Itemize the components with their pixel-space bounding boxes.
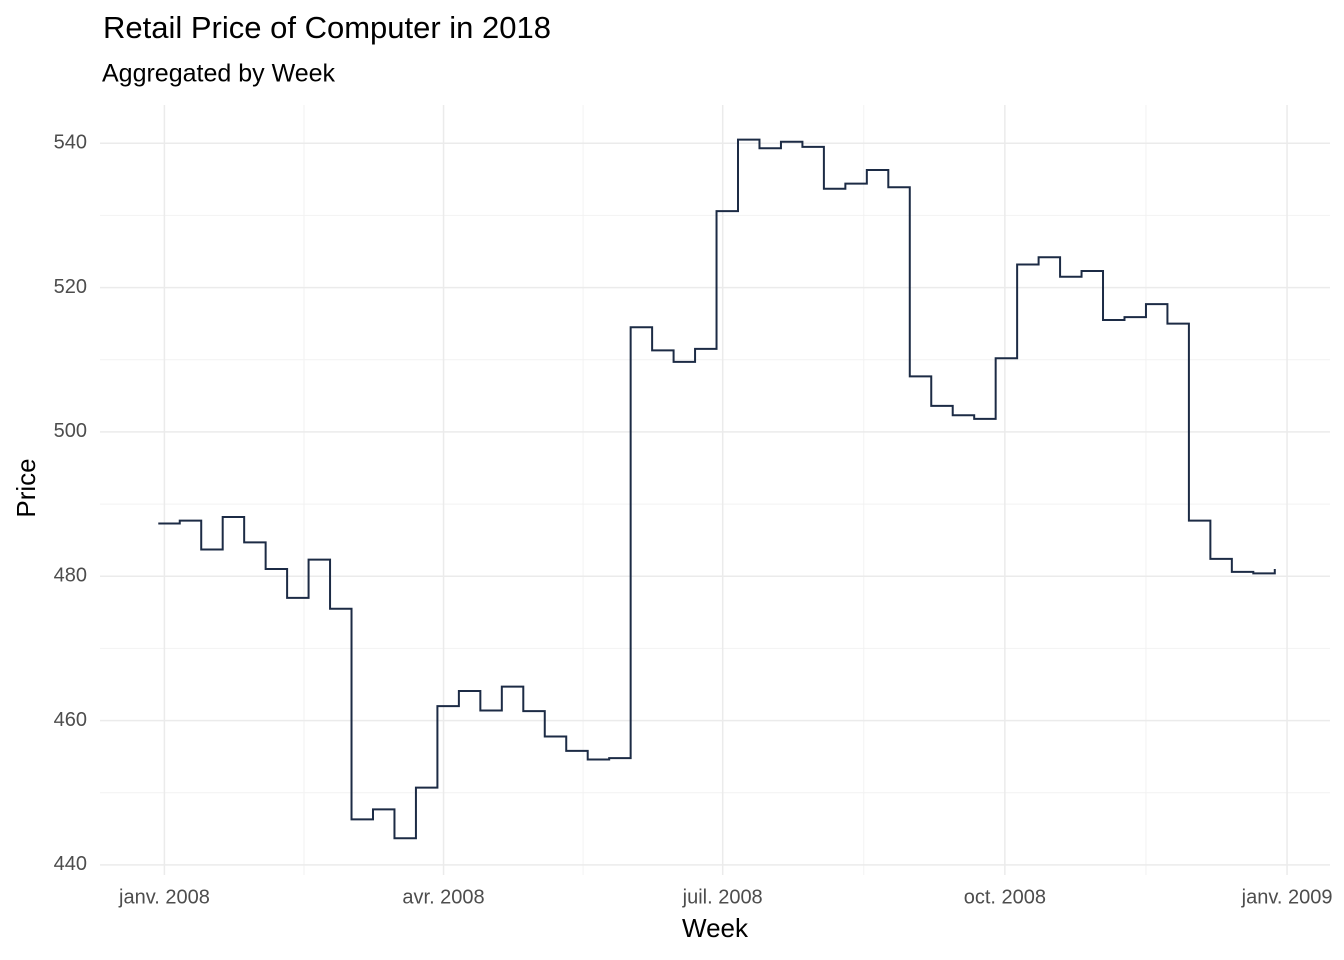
y-tick-label: 540 — [54, 132, 87, 154]
x-tick-label: oct. 2008 — [964, 886, 1046, 908]
y-tick-label: 480 — [54, 565, 87, 587]
x-tick-label: janv. 2008 — [118, 886, 210, 908]
chart-title: Retail Price of Computer in 2018 — [103, 10, 551, 45]
x-axis-title: Week — [682, 913, 749, 943]
y-tick-label: 500 — [54, 420, 87, 442]
y-tick-label: 520 — [54, 276, 87, 298]
y-tick-label: 460 — [54, 709, 87, 731]
y-tick-label: 440 — [54, 853, 87, 875]
x-tick-label: janv. 2009 — [1241, 886, 1333, 908]
x-tick-label: juil. 2008 — [682, 886, 763, 908]
y-axis-title: Price — [11, 458, 41, 517]
chart-subtitle: Aggregated by Week — [102, 60, 336, 88]
x-tick-label: avr. 2008 — [402, 886, 484, 908]
price-line — [158, 138, 1276, 840]
